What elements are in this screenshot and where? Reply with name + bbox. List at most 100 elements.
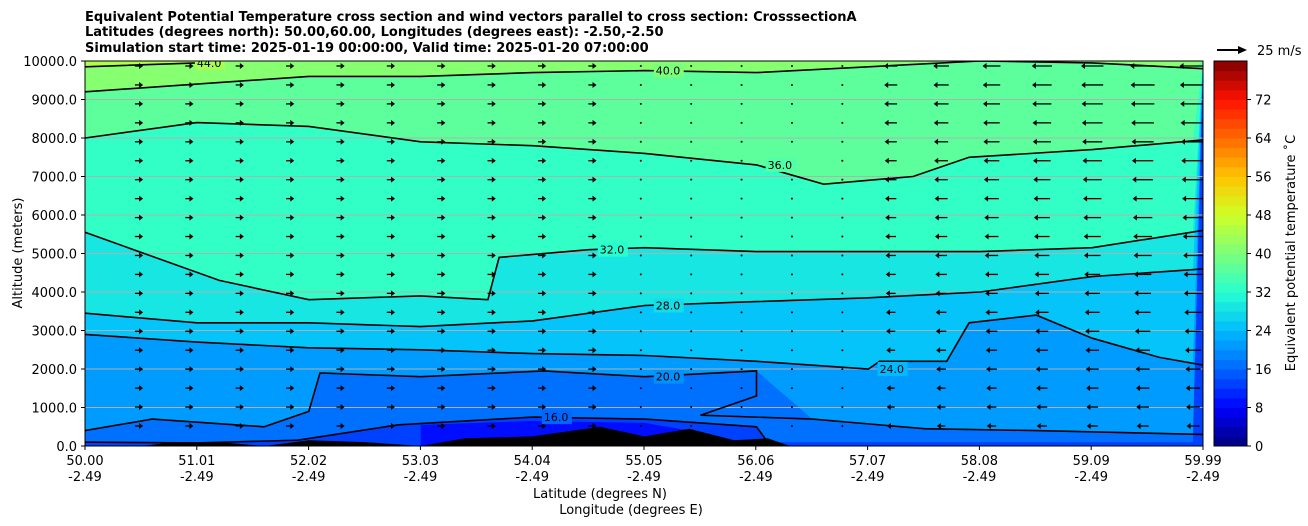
- wind-vector: [386, 195, 396, 202]
- wind-vector: [487, 366, 496, 373]
- wind-vector: [841, 197, 844, 200]
- colorbar-segment: [1214, 186, 1247, 197]
- contour-lines: 16.0 20.0 24.0 28.0 32.0 36.0 40.0 44.0: [85, 61, 1203, 444]
- wind-vector: [985, 290, 998, 297]
- y-tick-label: 10000.0: [23, 55, 77, 70]
- wind-vector: [336, 195, 345, 202]
- contour-label: 36.0: [768, 159, 793, 172]
- wind-vector: [933, 119, 949, 126]
- wind-vector: [1130, 100, 1155, 107]
- wind-vector: [235, 138, 244, 145]
- wind-vector: [1031, 63, 1052, 69]
- colorbar-segment: [1214, 378, 1247, 389]
- wind-vector: [386, 233, 396, 240]
- wind-vector: [886, 328, 896, 335]
- x-tick-label-lon: -2.49: [292, 470, 326, 485]
- wind-vector: [1134, 309, 1151, 316]
- wind-vector: [286, 119, 295, 126]
- wind-vector: [537, 138, 547, 145]
- wind-vector: [639, 159, 642, 162]
- wind-vector: [235, 81, 244, 88]
- wind-vector: [841, 216, 844, 219]
- wind-vector: [740, 159, 743, 162]
- wind-vector: [235, 366, 244, 373]
- y-axis-label: Altitude (meters): [11, 198, 26, 309]
- wind-vector: [740, 406, 743, 409]
- wind-vector: [790, 368, 793, 371]
- x-tick-label-lat: 55.05: [625, 454, 662, 469]
- wind-vector: [588, 157, 597, 164]
- wind-vector: [982, 63, 1001, 69]
- wind-vector: [537, 214, 547, 221]
- wind-vector: [1034, 271, 1050, 278]
- wind-vector: [437, 252, 446, 259]
- colorbar-tick-label: 16: [1255, 363, 1272, 378]
- contour-label: 16.0: [544, 411, 569, 424]
- wind-vector: [386, 119, 396, 126]
- wind-vector: [1034, 290, 1049, 297]
- wind-vector: [841, 406, 844, 409]
- wind-vector: [437, 176, 446, 183]
- wind-vector: [286, 214, 295, 221]
- temperature-fill: [85, 61, 1203, 446]
- wind-vector: [134, 309, 144, 316]
- wind-vector: [386, 176, 396, 183]
- wind-vector: [386, 328, 396, 335]
- wind-vector: [537, 290, 547, 297]
- wind-vector: [841, 387, 844, 390]
- colorbar-tick: 48: [1247, 209, 1272, 224]
- x-tick-label-lon: -2.49: [1074, 470, 1108, 485]
- wind-vector: [386, 290, 396, 297]
- wind-vector: [235, 404, 244, 411]
- wind-vector: [790, 292, 793, 295]
- wind-vector: [286, 138, 295, 145]
- wind-vector: [639, 65, 642, 67]
- wind-vector: [1133, 233, 1152, 240]
- wind-vector: [588, 290, 597, 297]
- contour-line: [85, 121, 1203, 186]
- wind-vector: [386, 271, 396, 278]
- x-tick-label-lat: 59.09: [1073, 454, 1110, 469]
- wind-vector: [1131, 138, 1154, 145]
- y-tick: 10000.0: [23, 55, 85, 70]
- wind-vector: [134, 404, 144, 411]
- x-tick: 58.08-2.49: [961, 446, 998, 485]
- wind-vector: [740, 330, 743, 333]
- wind-vector: [841, 368, 844, 371]
- x-tick-label-lat: 58.08: [961, 454, 998, 469]
- wind-vector: [690, 273, 693, 276]
- wind-vector: [185, 157, 194, 164]
- wind-vector: [1035, 347, 1049, 354]
- x-axis-label-lon: Longitude (degrees E): [559, 503, 703, 518]
- wind-vector: [886, 385, 895, 392]
- wind-vector: [984, 252, 999, 259]
- wind-vector: [985, 328, 998, 335]
- colorbar-segment: [1214, 292, 1247, 303]
- wind-vector: [740, 368, 743, 371]
- colorbar-segment: [1214, 263, 1247, 274]
- wind-vector: [487, 63, 496, 69]
- wind-vector: [885, 252, 896, 259]
- wind-vector: [690, 349, 693, 352]
- y-tick: 0.0: [56, 440, 85, 455]
- wind-vector: [386, 366, 396, 373]
- wind-vector: [386, 404, 396, 411]
- colorbar-tick-label: 72: [1255, 94, 1272, 109]
- wind-vector: [336, 404, 345, 411]
- colorbar-segment: [1214, 369, 1247, 380]
- wind-vector: [336, 252, 345, 259]
- wind-vector: [1132, 176, 1153, 183]
- wind-vector: [134, 366, 144, 373]
- wind-vector: [639, 387, 642, 390]
- wind-vector: [934, 157, 948, 164]
- wind-vector: [286, 176, 295, 183]
- wind-vector: [935, 309, 947, 316]
- wind-vector: [639, 178, 642, 181]
- wind-vector: [537, 63, 547, 69]
- wind-vector: [588, 214, 597, 221]
- wind-vector: [336, 271, 345, 278]
- wind-vector: [690, 65, 693, 67]
- colorbar-segment: [1214, 301, 1247, 312]
- wind-vector: [1084, 271, 1101, 278]
- wind-vector: [790, 273, 793, 276]
